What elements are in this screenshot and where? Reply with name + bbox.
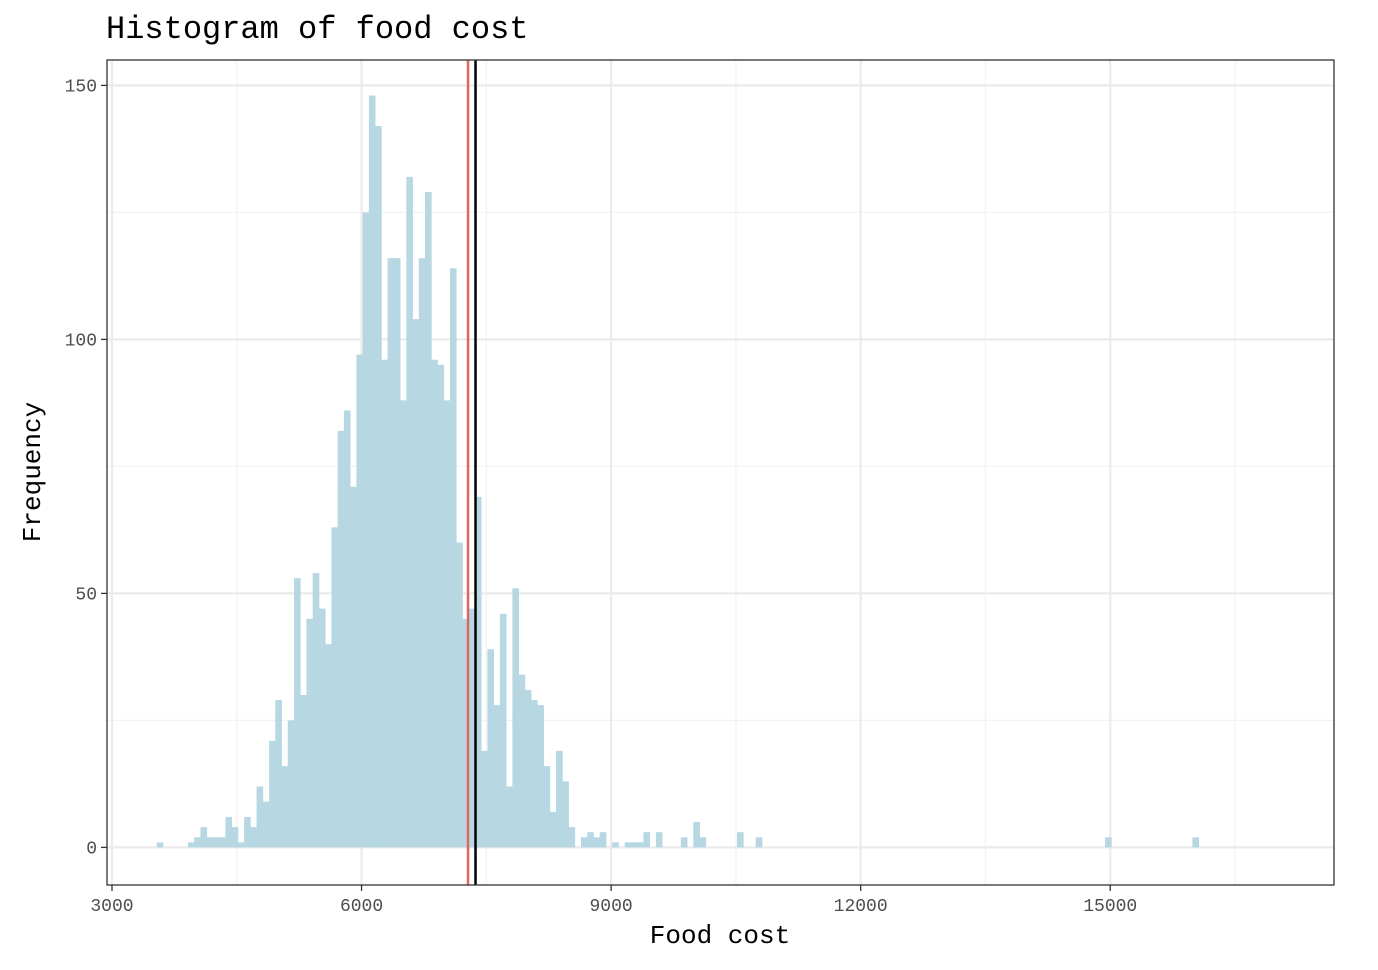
histogram-bar-48 <box>456 542 463 848</box>
histogram-bar-52 <box>481 750 488 848</box>
x-axis-title: Food cost <box>650 921 790 951</box>
histogram-bar-9 <box>212 837 220 848</box>
histogram-bar-49 <box>462 618 470 848</box>
histogram-bar-34 <box>368 95 376 848</box>
histogram-bar-18 <box>269 740 276 848</box>
histogram-bars <box>156 95 1200 848</box>
histogram-bar-59 <box>524 689 532 848</box>
x-tick-label-0: 3000 <box>90 897 133 917</box>
y-axis-title: Frequency <box>18 402 48 542</box>
histogram-bar-30 <box>343 410 351 848</box>
histogram-bar-51 <box>474 496 482 848</box>
histogram-bar-0 <box>156 842 164 848</box>
histogram-bar-21 <box>287 720 295 848</box>
histogram-bar-40 <box>406 176 413 848</box>
histogram-bar-166 <box>1192 837 1200 848</box>
histogram-bar-22 <box>294 578 301 848</box>
histogram-bar-45 <box>437 364 445 848</box>
reference-lines <box>466 60 477 885</box>
histogram-bar-32 <box>356 354 364 848</box>
histogram-bar-55 <box>499 613 507 848</box>
x-tick-label-3: 12000 <box>834 897 888 917</box>
histogram-bar-152 <box>1105 837 1112 848</box>
histogram-bar-73 <box>612 842 619 848</box>
histogram-bar-87 <box>699 837 707 848</box>
histogram-bar-26 <box>318 608 326 848</box>
histogram-bar-15 <box>250 827 257 848</box>
histogram-bar-35 <box>375 126 382 848</box>
histogram-bar-14 <box>244 816 251 848</box>
histogram-bar-75 <box>624 842 632 848</box>
histogram-bar-36 <box>381 359 388 848</box>
histogram-bar-28 <box>331 527 339 848</box>
histogram-bar-63 <box>549 811 557 848</box>
histogram-bar-16 <box>256 786 264 848</box>
histogram-bar-58 <box>518 674 526 848</box>
histogram-bar-41 <box>412 319 420 848</box>
histogram-bar-61 <box>537 705 544 848</box>
histogram-bar-86 <box>693 822 700 848</box>
plot-border <box>106 59 1335 886</box>
histogram-bar-57 <box>512 588 520 848</box>
histogram-bar-12 <box>231 827 239 848</box>
histogram-bar-50 <box>468 608 476 848</box>
histogram-bar-42 <box>418 258 426 848</box>
histogram-bar-80 <box>655 832 663 848</box>
histogram-bar-60 <box>531 700 538 848</box>
chart-title: Histogram of food cost <box>106 11 528 48</box>
histogram-bar-38 <box>393 258 401 848</box>
histogram-bar-13 <box>237 842 245 848</box>
histogram-bar-33 <box>362 212 370 848</box>
histogram-bar-47 <box>449 268 457 848</box>
minor-gridlines <box>107 60 1334 885</box>
histogram-bar-69 <box>587 832 594 848</box>
histogram-bar-27 <box>325 644 332 848</box>
histogram-bar-54 <box>493 705 501 848</box>
y-tick-label-1: 50 <box>75 585 97 605</box>
histogram-bar-84 <box>680 837 688 848</box>
histogram-bar-93 <box>736 832 744 848</box>
histogram-bar-70 <box>593 837 601 848</box>
histogram-bar-24 <box>306 618 314 848</box>
histogram-bar-8 <box>206 837 214 848</box>
histogram-bar-96 <box>755 837 763 848</box>
y-tick-label-2: 100 <box>65 331 97 351</box>
histogram-bar-29 <box>337 430 345 848</box>
histogram-bar-46 <box>443 400 451 848</box>
histogram-bar-44 <box>431 359 438 848</box>
histogram-bar-11 <box>225 816 233 848</box>
histogram-bar-17 <box>262 801 270 848</box>
histogram-bar-77 <box>637 842 644 848</box>
y-tick-label-0: 0 <box>86 839 97 859</box>
histogram-bar-53 <box>487 649 495 848</box>
y-axis: 0 50 100 150 <box>65 77 107 859</box>
histogram-bar-64 <box>556 750 563 848</box>
histogram-bar-71 <box>599 832 607 848</box>
histogram-bar-7 <box>200 827 208 848</box>
histogram-bar-66 <box>568 827 576 848</box>
histogram-bar-76 <box>630 842 638 848</box>
histogram-bar-20 <box>281 766 289 848</box>
histogram-bar-19 <box>275 700 282 848</box>
histogram-bar-62 <box>543 766 551 848</box>
histogram-bar-31 <box>350 486 357 848</box>
x-tick-label-4: 15000 <box>1083 897 1137 917</box>
histogram-bar-56 <box>506 786 513 848</box>
x-axis: 3000 6000 9000 12000 15000 <box>90 885 1137 917</box>
histogram-bar-6 <box>194 837 201 848</box>
x-tick-label-2: 9000 <box>590 897 633 917</box>
histogram-bar-65 <box>562 781 569 848</box>
histogram-bar-43 <box>425 192 432 848</box>
histogram-bar-68 <box>580 837 588 848</box>
histogram-bar-10 <box>219 837 226 848</box>
histogram-bar-25 <box>312 573 320 848</box>
histogram-bar-37 <box>387 258 395 848</box>
histogram-bar-5 <box>187 842 195 848</box>
x-tick-label-1: 6000 <box>340 897 383 917</box>
y-tick-label-3: 150 <box>65 77 97 97</box>
histogram-bar-78 <box>643 832 651 848</box>
histogram-bar-23 <box>300 695 307 848</box>
histogram-bar-39 <box>400 400 407 848</box>
